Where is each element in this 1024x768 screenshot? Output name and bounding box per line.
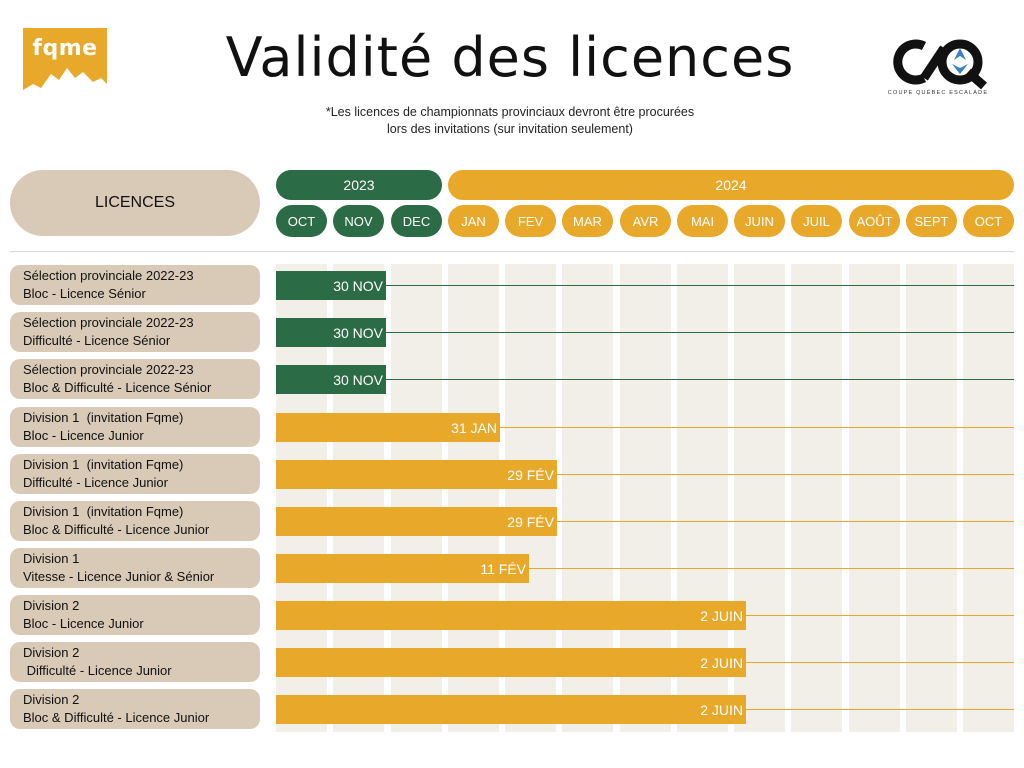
month-6: AVR — [620, 205, 671, 237]
month-3: JAN — [448, 205, 499, 237]
licence-name: Division 2 — [23, 598, 80, 613]
licence-name: Division 1 (invitation Fqme) — [23, 457, 184, 472]
licence-row-label: Sélection provinciale 2022-23 Bloc - Lice… — [10, 265, 260, 305]
month-9: JUIL — [791, 205, 842, 237]
note-line-2: lors des invitations (sur invitation seu… — [387, 122, 633, 136]
header-divider — [10, 251, 1014, 252]
validity-bar: 29 FÉV — [276, 460, 557, 489]
licence-type: Bloc - Licence Junior — [23, 428, 144, 443]
month-12: OCT — [963, 205, 1014, 237]
licence-name: Sélection provinciale 2022-23 — [23, 315, 194, 330]
licence-row-label: Sélection provinciale 2022-23 Bloc & Diff… — [10, 359, 260, 399]
licence-type: Bloc & Difficulté - Licence Junior — [23, 522, 210, 537]
timeline-line — [557, 474, 1014, 475]
licence-row-label: Division 1 (invitation Fqme) Difficulté -… — [10, 454, 260, 494]
licence-name: Sélection provinciale 2022-23 — [23, 362, 194, 377]
month-0: OCT — [276, 205, 327, 237]
month-1: NOV — [333, 205, 384, 237]
validity-bar: 2 JUIN — [276, 648, 746, 677]
licence-type: Difficulté - Licence Junior — [23, 475, 168, 490]
month-column — [849, 264, 900, 732]
year-2023: 2023 — [276, 170, 442, 200]
month-5: MAR — [562, 205, 613, 237]
month-8: JUIN — [734, 205, 785, 237]
validity-end-date: 30 NOV — [333, 371, 383, 388]
licence-type: Difficulté - Licence Sénior — [23, 333, 171, 348]
validity-bar: 31 JAN — [276, 413, 500, 442]
validity-end-date: 30 NOV — [333, 277, 383, 294]
licence-type: Bloc & Difficulté - Licence Junior — [23, 710, 210, 725]
timeline-line — [746, 615, 1014, 616]
month-column — [963, 264, 1014, 732]
validity-end-date: 29 FÉV — [507, 513, 554, 530]
licence-name: Division 1 (invitation Fqme) — [23, 504, 184, 519]
page-title: Validité des licences — [225, 26, 795, 89]
licence-type: Bloc & Difficulté - Licence Sénior — [23, 380, 212, 395]
validity-end-date: 11 FÉV — [480, 560, 526, 577]
timeline-line — [386, 379, 1014, 380]
month-2: DEC — [391, 205, 442, 237]
invitation-note: *Les licences de championnats provinciau… — [260, 104, 760, 138]
licence-name: Sélection provinciale 2022-23 — [23, 268, 194, 283]
validity-bar: 30 NOV — [276, 271, 386, 300]
mountain-icon — [23, 68, 107, 102]
validity-bar: 30 NOV — [276, 318, 386, 347]
validity-bar: 2 JUIN — [276, 601, 746, 630]
month-4: FEV — [505, 205, 556, 237]
validity-end-date: 2 JUIN — [700, 654, 743, 671]
month-7: MAI — [677, 205, 728, 237]
validity-end-date: 29 FÉV — [507, 466, 554, 483]
month-column — [791, 264, 842, 732]
licence-row-label: Division 2 Bloc - Licence Junior — [10, 595, 260, 635]
fqme-logo-text: fqme — [32, 36, 98, 61]
month-10: AOÛT — [849, 205, 900, 237]
licences-header: LICENCES — [10, 170, 260, 236]
licence-name: Division 2 — [23, 692, 80, 707]
validity-bar: 29 FÉV — [276, 507, 557, 536]
licence-row-label: Division 1 (invitation Fqme) Bloc - Licen… — [10, 407, 260, 447]
validity-end-date: 30 NOV — [333, 324, 383, 341]
validity-bar: 2 JUIN — [276, 695, 746, 724]
licence-row-label: Sélection provinciale 2022-23 Difficulté … — [10, 312, 260, 352]
month-11: SEPT — [906, 205, 957, 237]
cq-tagline: COUPE QUÉBEC ESCALADE — [887, 90, 989, 96]
licence-name: Division 1 — [23, 551, 80, 566]
timeline-line — [386, 332, 1014, 333]
timeline-line — [529, 568, 1014, 569]
licence-type: Bloc - Licence Sénior — [23, 286, 146, 301]
licence-type: Bloc - Licence Junior — [23, 616, 144, 631]
licence-name: Division 1 (invitation Fqme) — [23, 410, 184, 425]
validity-end-date: 2 JUIN — [700, 607, 743, 624]
note-line-1: *Les licences de championnats provinciau… — [325, 105, 695, 119]
timeline-line — [746, 709, 1014, 710]
coupe-quebec-logo: COUPE QUÉBEC ESCALADE — [884, 34, 992, 100]
timeline-line — [500, 427, 1014, 428]
validity-end-date: 31 JAN — [451, 419, 497, 436]
year-2024: 2024 — [448, 170, 1014, 200]
cq-logo-icon — [893, 39, 987, 90]
validity-bar: 11 FÉV — [276, 554, 529, 583]
timeline-line — [557, 521, 1014, 522]
month-column — [906, 264, 957, 732]
licence-type: Difficulté - Licence Junior — [23, 663, 172, 678]
validity-bar: 30 NOV — [276, 365, 386, 394]
licence-type: Vitesse - Licence Junior & Sénior — [23, 569, 215, 584]
licence-row-label: Division 1 Vitesse - Licence Junior & Sén… — [10, 548, 260, 588]
timeline-line — [386, 285, 1014, 286]
timeline-line — [746, 662, 1014, 663]
fqme-logo: fqme — [23, 28, 107, 102]
licence-row-label: Division 2 Bloc & Difficulté - Licence Ju… — [10, 689, 260, 729]
licence-row-label: Division 2 Difficulté - Licence Junior — [10, 642, 260, 682]
validity-end-date: 2 JUIN — [700, 701, 743, 718]
licence-name: Division 2 — [23, 645, 80, 660]
licence-row-label: Division 1 (invitation Fqme) Bloc & Diffi… — [10, 501, 260, 541]
